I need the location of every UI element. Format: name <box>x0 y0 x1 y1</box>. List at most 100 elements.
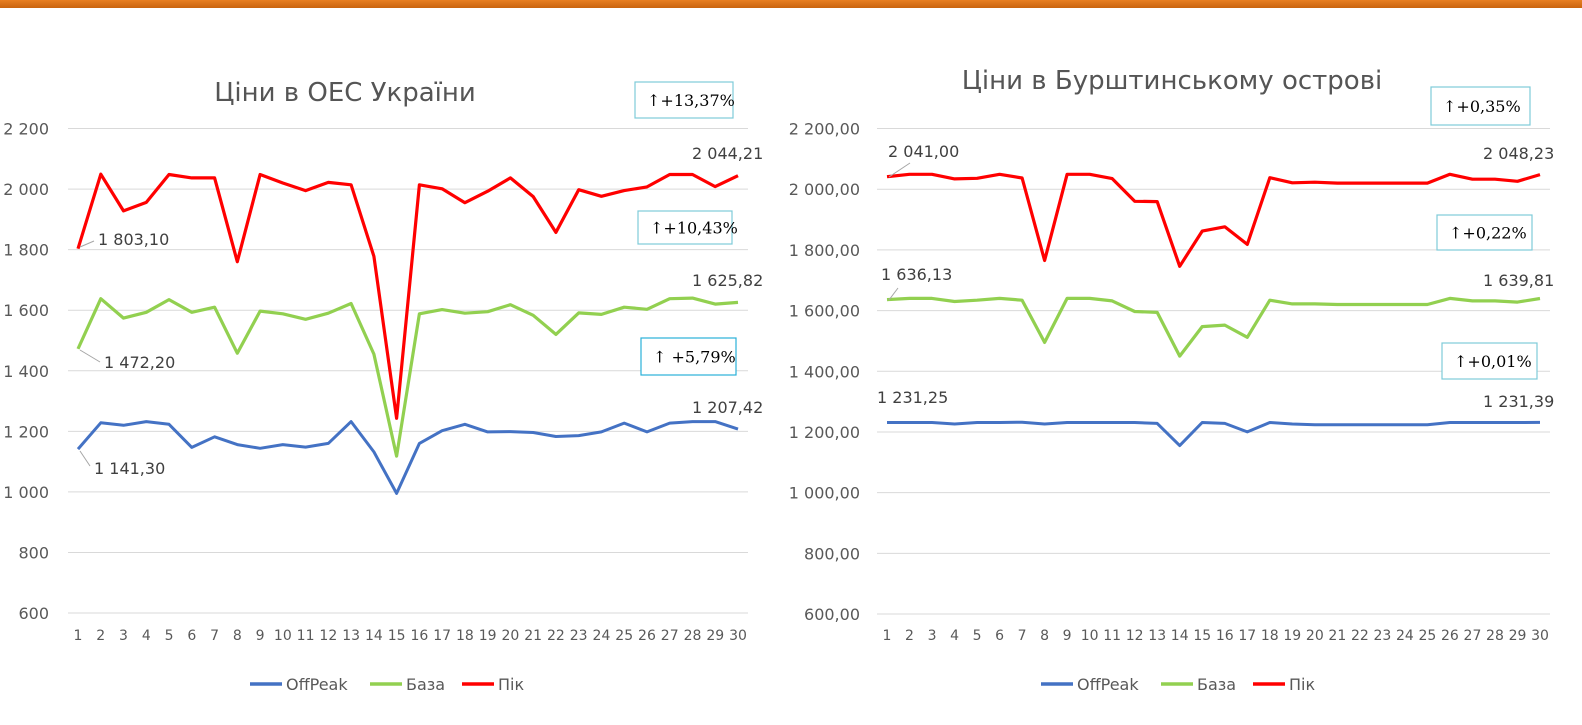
x-tick-label: 5 <box>165 628 174 644</box>
x-tick-label: 18 <box>1261 628 1279 644</box>
x-tick-label: 27 <box>1464 628 1482 644</box>
data-label: 1 141,30 <box>94 459 165 478</box>
x-tick-label: 24 <box>593 628 611 644</box>
data-label: 1 625,82 <box>692 271 763 290</box>
x-tick-label: 17 <box>1238 628 1256 644</box>
x-tick-label: 7 <box>210 628 219 644</box>
legend-entry: База <box>406 675 445 694</box>
x-tick-label: 27 <box>661 628 679 644</box>
x-tick-label: 1 <box>74 628 83 644</box>
x-tick-label: 10 <box>1081 628 1099 644</box>
x-tick-label: 8 <box>233 628 242 644</box>
legend-entry: Пік <box>498 675 524 694</box>
change-annotation-box <box>1441 342 1538 380</box>
x-tick-label: 29 <box>706 628 724 644</box>
data-label-leader <box>79 349 101 363</box>
change-annotation: ↑ +5,79% <box>653 348 736 367</box>
data-label-leader <box>888 162 911 178</box>
x-tick-label: 4 <box>950 628 959 644</box>
x-tick-label: 25 <box>1418 628 1436 644</box>
y-tick-label: 1 200 <box>3 422 49 441</box>
legend: OffPeak База Пік <box>250 675 524 694</box>
x-tick-label: 14 <box>365 628 383 644</box>
x-tick-label: 2 <box>905 628 914 644</box>
x-tick-label: 15 <box>388 628 406 644</box>
x-tick-label: 17 <box>433 628 451 644</box>
y-tick-label: 1 800,00 <box>789 241 860 260</box>
series-line-offpeak <box>76 420 739 495</box>
x-tick-label: 6 <box>995 628 1004 644</box>
data-label: 1 231,39 <box>1483 392 1554 411</box>
x-tick-label: 13 <box>1148 628 1166 644</box>
change-annotation: ↑+13,37% <box>647 91 735 110</box>
x-tick-label: 23 <box>570 628 588 644</box>
x-tick-label: 14 <box>1171 628 1189 644</box>
y-tick-label: 1 000,00 <box>789 484 860 503</box>
legend-entry: Пік <box>1289 675 1315 694</box>
y-tick-label: 1 000 <box>3 483 49 502</box>
change-annotation-box <box>634 81 734 119</box>
x-tick-label: 26 <box>638 628 656 644</box>
top-accent-bar <box>0 0 1582 8</box>
y-tick-label: 1 400 <box>3 362 49 381</box>
x-tick-label: 22 <box>1351 628 1369 644</box>
change-annotation-box <box>1430 86 1531 126</box>
x-tick-label: 11 <box>1103 628 1121 644</box>
legend-entry: OffPeak <box>286 675 348 694</box>
x-tick-label: 28 <box>1486 628 1504 644</box>
x-tick-label: 7 <box>1018 628 1027 644</box>
x-tick-label: 28 <box>684 628 702 644</box>
change-annotation: ↑+0,35% <box>1443 97 1521 116</box>
change-annotation-box <box>637 210 733 245</box>
y-tick-label: 1 200,00 <box>789 423 860 442</box>
x-tick-label: 19 <box>479 628 497 644</box>
x-tick-label: 29 <box>1509 628 1527 644</box>
data-label: 2 041,00 <box>888 142 959 161</box>
data-label: 1 231,25 <box>877 388 948 407</box>
x-tick-label: 30 <box>1531 628 1549 644</box>
x-tick-label: 9 <box>256 628 265 644</box>
data-label-leader <box>79 240 95 248</box>
x-tick-label: 5 <box>973 628 982 644</box>
x-tick-label: 30 <box>729 628 747 644</box>
series-line-база <box>76 296 739 458</box>
x-tick-label: 9 <box>1063 628 1072 644</box>
y-tick-label: 1 600 <box>3 301 49 320</box>
data-label: 1 803,10 <box>98 230 169 249</box>
data-label: 1 639,81 <box>1483 271 1554 290</box>
y-tick-label: 2 000,00 <box>789 180 860 199</box>
data-label: 1 472,20 <box>104 353 175 372</box>
x-tick-label: 21 <box>1328 628 1346 644</box>
data-label: 1 207,42 <box>692 398 763 417</box>
data-label-leader <box>888 287 899 301</box>
x-tick-label: 10 <box>274 628 292 644</box>
x-tick-label: 16 <box>410 628 428 644</box>
x-tick-label: 20 <box>1306 628 1324 644</box>
x-tick-label: 3 <box>119 628 128 644</box>
y-tick-label: 800,00 <box>804 544 860 563</box>
data-label: 2 044,21 <box>692 144 763 163</box>
legend-entry: База <box>1197 675 1236 694</box>
x-tick-label: 4 <box>142 628 151 644</box>
x-tick-label: 23 <box>1373 628 1391 644</box>
x-tick-label: 1 <box>883 628 892 644</box>
x-tick-label: 3 <box>928 628 937 644</box>
change-annotation: ↑+10,43% <box>650 219 738 238</box>
x-tick-label: 18 <box>456 628 474 644</box>
chart-title: Ціни в Бурштинському острові <box>962 66 1383 96</box>
y-tick-label: 2 000 <box>3 180 49 199</box>
x-tick-label: 22 <box>547 628 565 644</box>
y-tick-label: 1 800 <box>3 241 49 260</box>
x-tick-label: 24 <box>1396 628 1414 644</box>
chart-2: Ціни в Бурштинському острові 600,00 800,00… <box>789 66 1555 694</box>
y-tick-label: 1 600,00 <box>789 302 860 321</box>
x-tick-label: 21 <box>524 628 542 644</box>
series-line-offpeak <box>887 420 1541 448</box>
x-tick-label: 26 <box>1441 628 1459 644</box>
data-label: 1 636,13 <box>881 265 952 284</box>
chart-title: Ціни в ОЕС України <box>214 78 476 108</box>
series-line-база <box>886 296 1541 358</box>
y-tick-label: 600 <box>18 604 49 623</box>
x-tick-label: 25 <box>615 628 633 644</box>
